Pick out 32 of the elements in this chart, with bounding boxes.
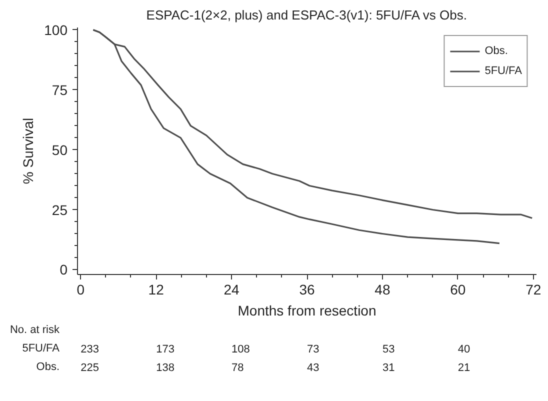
y-axis-title: % Survival (20, 118, 36, 184)
text: 78 (232, 362, 244, 374)
text: 5FU/FA (22, 342, 60, 355)
text: 225 (80, 362, 100, 374)
y-tick-label: 75 (52, 82, 68, 98)
y-tick-label: 0 (60, 262, 68, 278)
text: 53 (382, 344, 395, 356)
y-tick-label: 25 (52, 202, 68, 218)
text: 73 (307, 344, 320, 356)
x-tick-label: 12 (148, 282, 164, 298)
text: 31 (382, 362, 395, 374)
y-tick-label: 50 (52, 142, 68, 158)
x-tick-label: 72 (526, 282, 542, 298)
x-tick-label: 36 (299, 282, 315, 298)
text: 43 (307, 362, 320, 374)
y-tick-label: 100 (44, 22, 68, 38)
text: 40 (458, 344, 470, 356)
x-tick-label: 24 (224, 282, 240, 298)
text: 21 (458, 362, 470, 374)
text: 173 (156, 344, 174, 356)
text: 138 (156, 362, 174, 374)
text: 108 (232, 344, 250, 356)
x-axis-title: Months from resection (238, 302, 376, 318)
text: Obs. (36, 361, 60, 374)
legend-label: 5FU/FA (484, 64, 522, 78)
x-tick-label: 0 (76, 282, 85, 298)
legend-label: Obs. (484, 44, 508, 58)
chart-title: ESPAC-1(2×2, plus) and ESPAC-3(v1): 5FU/FA vs Obs. (146, 8, 467, 22)
text: No. at risk (10, 324, 60, 336)
x-tick-label: 48 (374, 282, 390, 298)
text: 233 (80, 344, 100, 356)
x-tick-label: 60 (450, 282, 466, 298)
